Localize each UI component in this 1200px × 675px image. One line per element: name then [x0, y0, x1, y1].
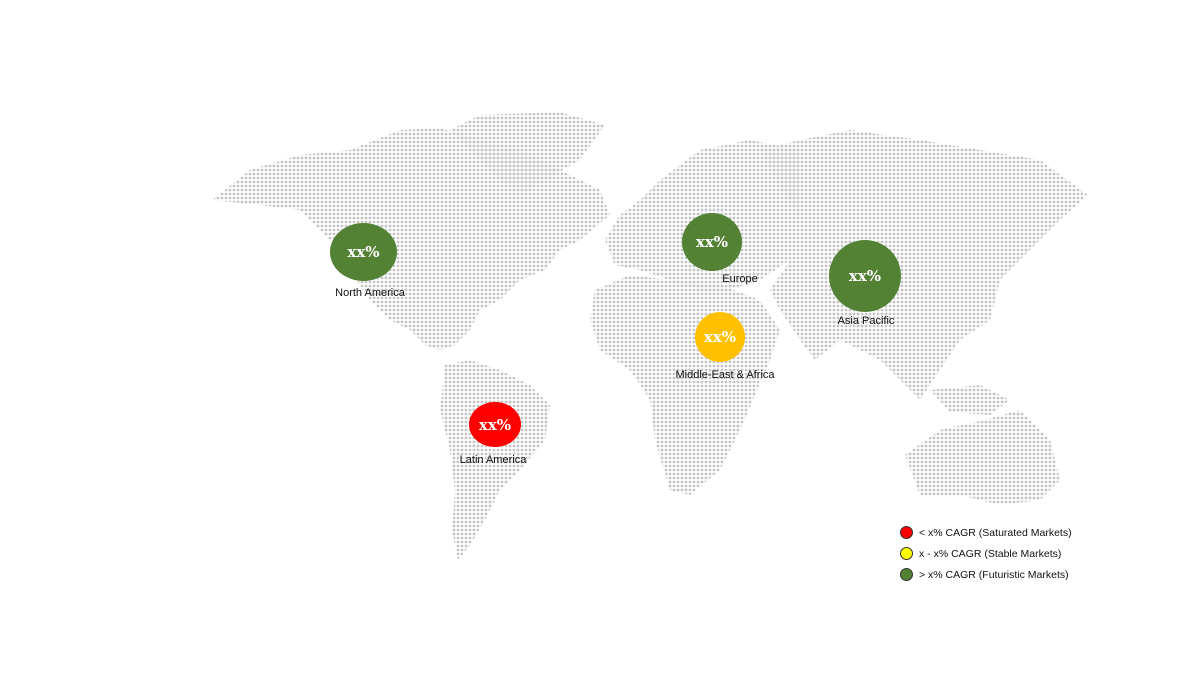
legend-label: > x% CAGR (Futuristic Markets): [919, 568, 1069, 581]
australia-land: [905, 410, 1060, 505]
asia-land: [760, 130, 1088, 400]
label-north-america: North America: [335, 287, 405, 299]
label-europe: Europe: [722, 273, 758, 285]
bubble-europe: xx%: [682, 213, 742, 271]
legend: < x% CAGR (Saturated Markets) x - x% CAG…: [900, 522, 1072, 585]
red-dot-icon: [900, 526, 913, 539]
legend-item-stable: x - x% CAGR (Stable Markets): [900, 543, 1072, 564]
value-label: xx%: [695, 233, 729, 251]
legend-item-futuristic: > x% CAGR (Futuristic Markets): [900, 564, 1072, 585]
green-dot-icon: [900, 568, 913, 581]
bubble-middle-east-africa: xx%: [695, 312, 745, 362]
bubble-north-america: xx%: [330, 223, 397, 281]
africa-land: [590, 275, 780, 495]
yellow-dot-icon: [900, 547, 913, 560]
south-america-land: [440, 360, 550, 560]
value-label: xx%: [478, 415, 512, 434]
legend-item-saturated: < x% CAGR (Saturated Markets): [900, 522, 1072, 543]
label-asia-pacific: Asia Pacific: [837, 315, 895, 327]
value-label: xx%: [848, 267, 882, 285]
bubble-latin-america: xx%: [469, 402, 521, 447]
legend-label: x - x% CAGR (Stable Markets): [919, 547, 1062, 560]
value-label: xx%: [347, 243, 380, 261]
greenland-land: [450, 112, 605, 195]
southeast-asia-islands: [930, 385, 1010, 415]
value-label: xx%: [703, 328, 737, 346]
bubble-asia-pacific: xx%: [829, 240, 901, 312]
legend-label: < x% CAGR (Saturated Markets): [919, 526, 1072, 539]
label-latin-america: Latin America: [459, 454, 527, 466]
label-middle-east-africa: Middle-East & Africa: [675, 369, 775, 381]
